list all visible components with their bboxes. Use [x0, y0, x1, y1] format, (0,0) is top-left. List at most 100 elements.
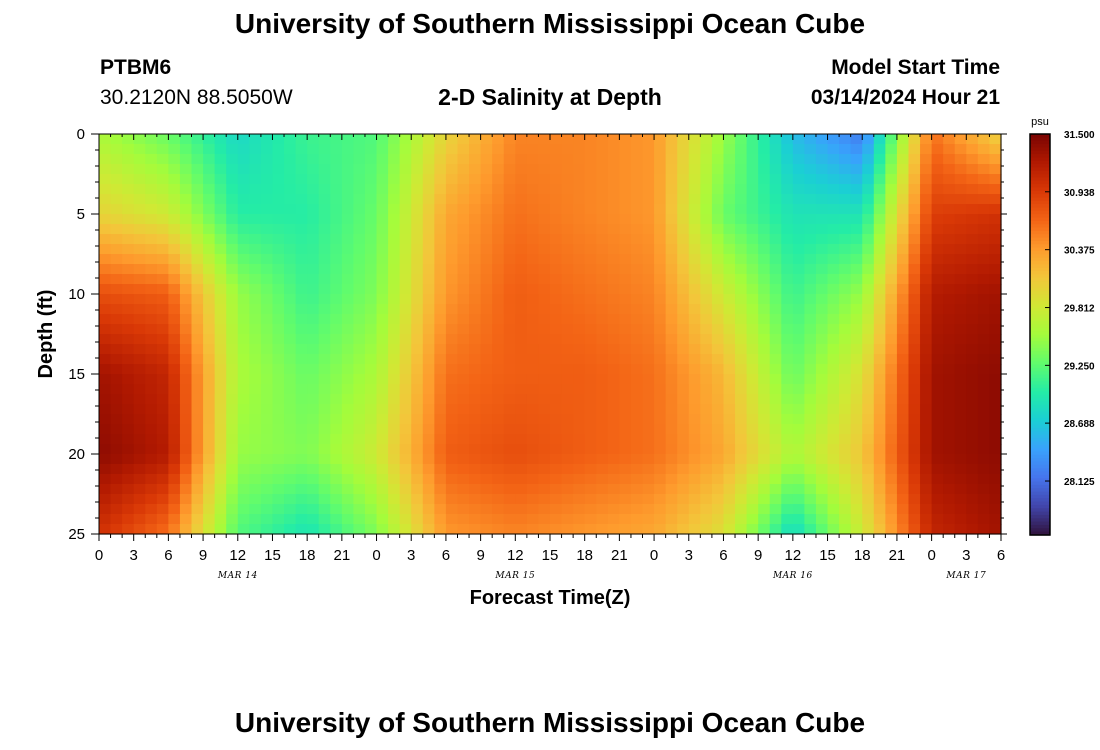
heatmap-cell: [573, 234, 586, 245]
heatmap-cell: [920, 324, 933, 335]
heatmap-cell: [885, 294, 898, 305]
heatmap-cell: [561, 254, 574, 265]
heatmap-cell: [827, 154, 840, 165]
heatmap-cell: [237, 424, 250, 435]
x-tick-label: 15: [542, 547, 559, 564]
heatmap-cell: [966, 314, 979, 325]
heatmap-cell: [839, 494, 852, 505]
heatmap-cell: [515, 494, 528, 505]
heatmap-cell: [584, 244, 597, 255]
heatmap-cell: [827, 194, 840, 205]
heatmap-cell: [341, 344, 355, 355]
heatmap-cell: [746, 504, 759, 515]
heatmap-cell: [307, 234, 320, 245]
heatmap-cell: [526, 254, 540, 265]
heatmap-cell: [399, 294, 412, 305]
heatmap-cell: [249, 264, 262, 275]
heatmap-cell: [607, 174, 620, 185]
colorbar-segment: [1030, 351, 1050, 356]
heatmap-cell: [966, 414, 979, 425]
heatmap-cell: [850, 254, 863, 265]
heatmap-cell: [584, 524, 597, 535]
heatmap-cell: [561, 504, 574, 515]
heatmap-cell: [445, 474, 459, 485]
colorbar-segment: [1030, 274, 1050, 279]
heatmap-cell: [561, 304, 574, 315]
heatmap-cell: [977, 164, 991, 175]
heatmap-cell: [364, 454, 378, 465]
heatmap-cell: [688, 394, 701, 405]
heatmap-cell: [364, 384, 378, 395]
heatmap-cell: [769, 504, 782, 515]
heatmap-cell: [873, 494, 886, 505]
heatmap-cell: [191, 454, 204, 465]
heatmap-cell: [792, 444, 806, 455]
heatmap-cell: [422, 234, 435, 245]
heatmap-cell: [480, 464, 493, 475]
heatmap-cell: [573, 524, 586, 535]
heatmap-cell: [920, 204, 933, 215]
heatmap-cell: [665, 294, 678, 305]
heatmap-cell: [295, 244, 308, 255]
heatmap-cell: [688, 234, 701, 245]
heatmap-cell: [388, 494, 401, 505]
heatmap-cell: [896, 364, 910, 375]
heatmap-cell: [573, 324, 586, 335]
heatmap-cell: [746, 154, 759, 165]
heatmap-cell: [503, 154, 516, 165]
heatmap-cell: [711, 464, 725, 475]
heatmap-cell: [966, 334, 979, 345]
heatmap-cell: [295, 204, 308, 215]
heatmap-cell: [758, 154, 771, 165]
heatmap-cell: [214, 354, 227, 365]
heatmap-cell: [989, 354, 1002, 365]
heatmap-cell: [388, 184, 401, 195]
heatmap-cell: [804, 304, 817, 315]
heatmap-cell: [677, 434, 690, 445]
heatmap-cell: [145, 474, 158, 485]
colorbar-segment: [1030, 364, 1050, 369]
heatmap-cell: [526, 274, 540, 285]
heatmap-cell: [619, 434, 632, 445]
heatmap-cell: [769, 354, 782, 365]
heatmap-cell: [815, 164, 829, 175]
heatmap-cell: [538, 354, 551, 365]
heatmap-cell: [330, 334, 343, 345]
heatmap-cell: [122, 474, 135, 485]
heatmap-cell: [249, 464, 262, 475]
heatmap-cell: [781, 264, 794, 275]
heatmap-cell: [515, 164, 528, 175]
heatmap-cell: [503, 384, 516, 395]
heatmap-cell: [260, 204, 274, 215]
heatmap-cell: [99, 454, 112, 465]
heatmap-cell: [896, 424, 910, 435]
heatmap-cell: [885, 304, 898, 315]
heatmap-cell: [596, 254, 609, 265]
heatmap-cell: [249, 484, 262, 495]
heatmap-cell: [330, 304, 343, 315]
model-start-value: 03/14/2024 Hour 21: [810, 86, 1000, 109]
heatmap-cell: [850, 324, 863, 335]
heatmap-cell: [573, 274, 586, 285]
heatmap-cell: [411, 504, 424, 515]
colorbar-segment: [1030, 508, 1050, 513]
heatmap-cell: [156, 294, 169, 305]
heatmap-cell: [214, 144, 227, 155]
heatmap-cell: [561, 144, 574, 155]
heatmap-cell: [723, 434, 736, 445]
heatmap-cell: [122, 164, 135, 175]
heatmap-cell: [896, 184, 910, 195]
heatmap-cell: [735, 204, 748, 215]
heatmap-cell: [654, 514, 667, 525]
heatmap-cell: [804, 244, 817, 255]
heatmap-cell: [457, 414, 470, 425]
heatmap-cell: [792, 144, 806, 155]
heatmap-cell: [133, 344, 146, 355]
heatmap-cell: [203, 204, 216, 215]
heatmap-cell: [526, 144, 540, 155]
heatmap-cell: [677, 304, 690, 315]
heatmap-cell: [226, 384, 239, 395]
heatmap-cell: [561, 454, 574, 465]
heatmap-cell: [353, 344, 366, 355]
heatmap-cell: [145, 414, 158, 425]
